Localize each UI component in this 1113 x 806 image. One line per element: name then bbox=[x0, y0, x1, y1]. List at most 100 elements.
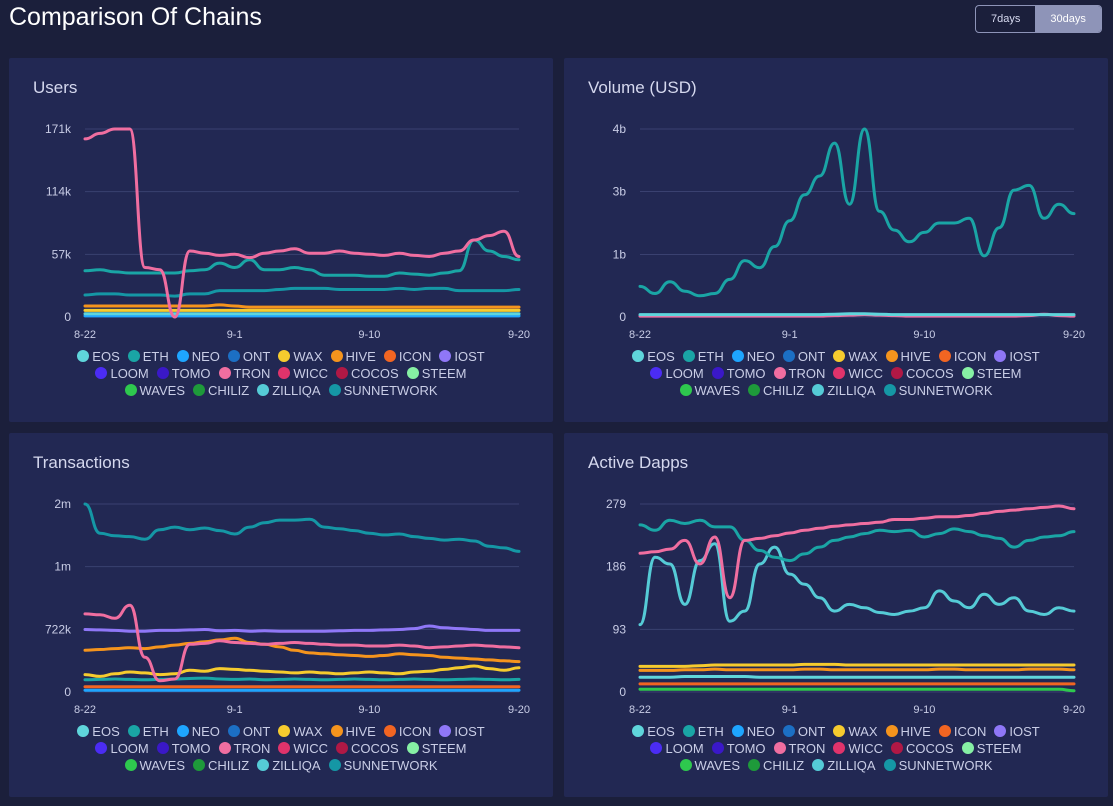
legend-item-wax[interactable]: WAX bbox=[278, 723, 323, 739]
series-line-tron bbox=[83, 603, 521, 683]
legend: EOS ETH NEO ONT WAX HIVE ICON IOST LOOM TOMO TRON W… bbox=[9, 348, 553, 398]
legend-item-sunnetwork[interactable]: SUNNETWORK bbox=[328, 757, 438, 773]
legend-item-zilliqa[interactable]: ZILLIQA bbox=[812, 757, 876, 773]
legend-item-eos[interactable]: EOS bbox=[77, 348, 120, 364]
legend-label: TOMO bbox=[171, 740, 211, 756]
legend-item-eth[interactable]: ETH bbox=[127, 723, 169, 739]
legend-item-sunnetwork[interactable]: SUNNETWORK bbox=[883, 757, 993, 773]
legend-label: EOS bbox=[647, 348, 675, 364]
legend-item-iost[interactable]: IOST bbox=[439, 348, 485, 364]
legend-item-ont[interactable]: ONT bbox=[782, 723, 825, 739]
legend-item-tron[interactable]: TRON bbox=[773, 365, 825, 381]
legend-item-cocos[interactable]: COCOS bbox=[891, 740, 954, 756]
legend-item-zilliqa[interactable]: ZILLIQA bbox=[257, 382, 321, 398]
legend-item-neo[interactable]: NEO bbox=[176, 723, 220, 739]
legend-item-tomo[interactable]: TOMO bbox=[156, 365, 211, 381]
legend-item-chiliz[interactable]: CHILIZ bbox=[193, 382, 249, 398]
legend-item-loom[interactable]: LOOM bbox=[650, 740, 704, 756]
y-tick-label: 1b bbox=[613, 247, 627, 261]
legend-item-icon[interactable]: ICON bbox=[383, 348, 431, 364]
legend-swatch-icon bbox=[773, 367, 786, 379]
legend-item-chiliz[interactable]: CHILIZ bbox=[748, 757, 804, 773]
legend-item-tomo[interactable]: TOMO bbox=[711, 740, 766, 756]
legend-item-wicc[interactable]: WICC bbox=[278, 740, 328, 756]
legend-item-chiliz[interactable]: CHILIZ bbox=[748, 382, 804, 398]
legend-item-wax[interactable]: WAX bbox=[833, 723, 878, 739]
legend-item-iost[interactable]: IOST bbox=[439, 723, 485, 739]
legend-label: SUNNETWORK bbox=[898, 382, 993, 398]
y-tick-label: 93 bbox=[613, 622, 627, 636]
legend-label: CHILIZ bbox=[208, 382, 250, 398]
legend-label: HIVE bbox=[345, 348, 376, 364]
legend-item-eos[interactable]: EOS bbox=[77, 723, 120, 739]
legend-item-iost[interactable]: IOST bbox=[994, 348, 1040, 364]
range-7days-button[interactable]: 7days bbox=[976, 6, 1035, 32]
legend-item-neo[interactable]: NEO bbox=[731, 723, 775, 739]
legend-item-hive[interactable]: HIVE bbox=[330, 723, 376, 739]
legend-item-hive[interactable]: HIVE bbox=[330, 348, 376, 364]
legend-item-icon[interactable]: ICON bbox=[383, 723, 431, 739]
legend-item-loom[interactable]: LOOM bbox=[95, 365, 149, 381]
volume-chart-panel: Volume (USD) 4b 3b 1b 0 8-22 9-1 9-10 9-20 EOS E… bbox=[564, 58, 1108, 422]
legend-item-wax[interactable]: WAX bbox=[278, 348, 323, 364]
legend-item-tomo[interactable]: TOMO bbox=[711, 365, 766, 381]
legend-item-ont[interactable]: ONT bbox=[782, 348, 825, 364]
legend-item-ont[interactable]: ONT bbox=[227, 723, 270, 739]
legend-item-zilliqa[interactable]: ZILLIQA bbox=[257, 757, 321, 773]
legend-item-sunnetwork[interactable]: SUNNETWORK bbox=[883, 382, 993, 398]
legend-item-steem[interactable]: STEEM bbox=[406, 365, 467, 381]
legend-item-neo[interactable]: NEO bbox=[176, 348, 220, 364]
legend-item-eos[interactable]: EOS bbox=[632, 723, 675, 739]
legend-item-eos[interactable]: EOS bbox=[632, 348, 675, 364]
legend-item-icon[interactable]: ICON bbox=[938, 723, 986, 739]
legend-item-steem[interactable]: STEEM bbox=[961, 740, 1022, 756]
legend-item-steem[interactable]: STEEM bbox=[406, 740, 467, 756]
legend-item-loom[interactable]: LOOM bbox=[95, 740, 149, 756]
range-30days-button[interactable]: 30days bbox=[1035, 6, 1101, 32]
legend-item-chiliz[interactable]: CHILIZ bbox=[193, 757, 249, 773]
legend-swatch-icon bbox=[278, 350, 291, 362]
legend-item-waves[interactable]: WAVES bbox=[124, 757, 185, 773]
legend-swatch-icon bbox=[833, 350, 846, 362]
legend-item-tron[interactable]: TRON bbox=[218, 740, 270, 756]
series-line-eth bbox=[638, 518, 1076, 563]
legend-item-steem[interactable]: STEEM bbox=[961, 365, 1022, 381]
legend-item-eth[interactable]: ETH bbox=[127, 348, 169, 364]
legend-swatch-icon bbox=[406, 367, 419, 379]
legend-item-icon[interactable]: ICON bbox=[938, 348, 986, 364]
legend-label: ZILLIQA bbox=[827, 757, 876, 773]
legend-item-wicc[interactable]: WICC bbox=[278, 365, 328, 381]
legend-swatch-icon bbox=[218, 742, 231, 754]
legend-item-cocos[interactable]: COCOS bbox=[891, 365, 954, 381]
legend-item-zilliqa[interactable]: ZILLIQA bbox=[812, 382, 876, 398]
legend-item-wicc[interactable]: WICC bbox=[833, 740, 883, 756]
legend-swatch-icon bbox=[127, 725, 140, 737]
legend-item-tron[interactable]: TRON bbox=[218, 365, 270, 381]
legend-item-eth[interactable]: ETH bbox=[682, 348, 724, 364]
legend-item-waves[interactable]: WAVES bbox=[679, 757, 740, 773]
legend-item-cocos[interactable]: COCOS bbox=[336, 365, 399, 381]
series-line-hive bbox=[83, 636, 521, 664]
legend-item-sunnetwork[interactable]: SUNNETWORK bbox=[328, 382, 438, 398]
x-tick-label: 8-22 bbox=[629, 329, 651, 341]
legend-item-tron[interactable]: TRON bbox=[773, 740, 825, 756]
legend-label: WAX bbox=[848, 348, 878, 364]
legend-item-wicc[interactable]: WICC bbox=[833, 365, 883, 381]
legend-item-iost[interactable]: IOST bbox=[994, 723, 1040, 739]
legend-item-waves[interactable]: WAVES bbox=[679, 382, 740, 398]
x-tick-label: 9-1 bbox=[227, 704, 243, 716]
legend-item-neo[interactable]: NEO bbox=[731, 348, 775, 364]
legend-item-cocos[interactable]: COCOS bbox=[336, 740, 399, 756]
legend-swatch-icon bbox=[406, 742, 419, 754]
legend-item-ont[interactable]: ONT bbox=[227, 348, 270, 364]
legend-item-loom[interactable]: LOOM bbox=[650, 365, 704, 381]
legend-item-eth[interactable]: ETH bbox=[682, 723, 724, 739]
y-tick-label: 0 bbox=[619, 685, 626, 699]
legend-swatch-icon bbox=[679, 384, 692, 396]
legend-item-hive[interactable]: HIVE bbox=[885, 348, 931, 364]
legend-swatch-icon bbox=[650, 742, 663, 754]
legend-item-tomo[interactable]: TOMO bbox=[156, 740, 211, 756]
legend-item-hive[interactable]: HIVE bbox=[885, 723, 931, 739]
legend-item-waves[interactable]: WAVES bbox=[124, 382, 185, 398]
legend-item-wax[interactable]: WAX bbox=[833, 348, 878, 364]
